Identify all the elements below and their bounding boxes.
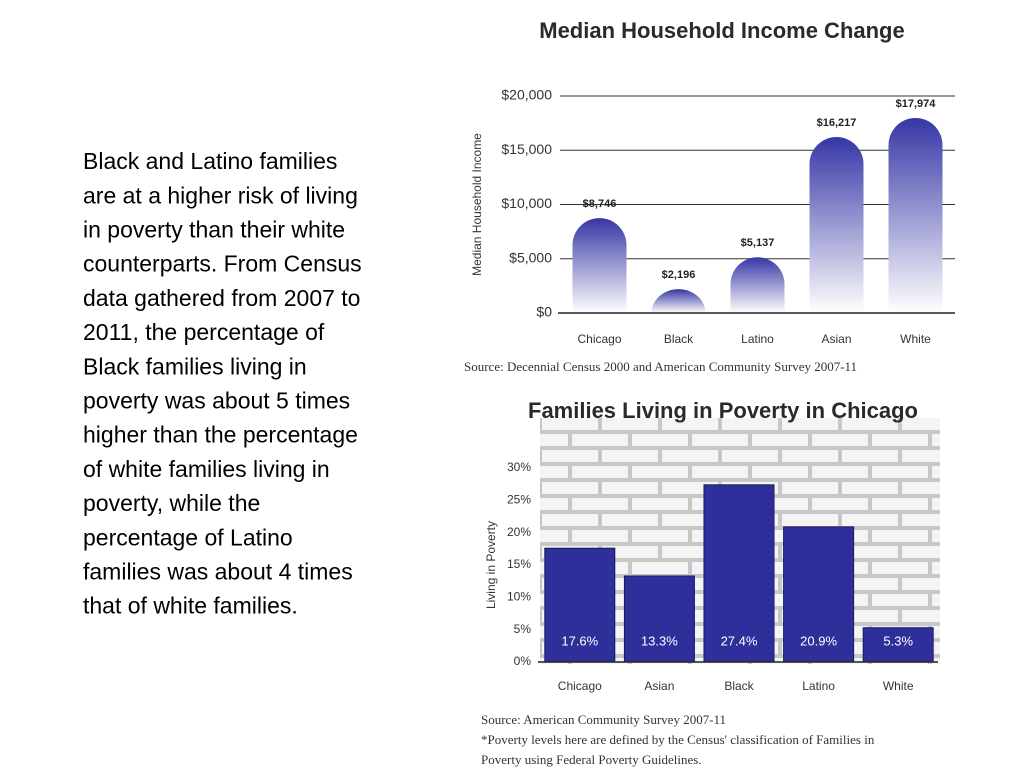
y-tick-label: $0 xyxy=(536,304,552,320)
paragraph-line: poverty was about 5 times xyxy=(83,387,350,413)
value-label: $17,974 xyxy=(896,98,937,110)
paragraph-line: in poverty than their white xyxy=(83,216,345,242)
y-tick-label: 20% xyxy=(507,525,531,539)
x-tick-label: White xyxy=(900,332,931,346)
value-label: 20.9% xyxy=(800,633,837,648)
paragraph-line: higher than the percentage xyxy=(83,422,358,448)
bar xyxy=(544,547,616,663)
y-axis-label: Living in Poverty xyxy=(484,521,498,609)
paragraph-line: families was about 4 times xyxy=(83,558,353,584)
x-tick-label: Black xyxy=(724,679,754,693)
x-tick-label: Black xyxy=(664,332,694,346)
y-tick-label: $10,000 xyxy=(501,195,552,211)
value-label: 5.3% xyxy=(883,633,913,648)
source-note: Poverty using Federal Poverty Guidelines… xyxy=(481,752,702,767)
x-tick-label: Latino xyxy=(741,332,774,346)
y-tick-label: 0% xyxy=(514,654,532,668)
value-label: 13.3% xyxy=(641,633,678,648)
chart-title: Median Household Income Change xyxy=(539,18,904,43)
y-tick-label: 30% xyxy=(507,460,531,474)
value-label: $5,137 xyxy=(741,237,775,249)
y-tick-label: 5% xyxy=(514,622,532,636)
y-tick-label: 10% xyxy=(507,590,531,604)
bar xyxy=(651,289,706,313)
x-tick-label: Chicago xyxy=(558,679,602,693)
source-note: Source: Decennial Census 2000 and Americ… xyxy=(464,359,857,374)
x-tick-label: Latino xyxy=(802,679,835,693)
y-tick-label: 15% xyxy=(507,557,531,571)
paragraph-line: data gathered from 2007 to xyxy=(83,285,360,311)
paragraph-line: of white families living in xyxy=(83,456,330,482)
bar xyxy=(572,218,627,313)
value-label: $16,217 xyxy=(817,117,857,129)
y-axis-label: Median Household Income xyxy=(470,133,484,276)
value-label: $8,746 xyxy=(583,198,617,210)
x-tick-label: Asian xyxy=(644,679,674,693)
y-tick-label: $20,000 xyxy=(501,87,552,103)
x-tick-label: Asian xyxy=(821,332,851,346)
value-label: $2,196 xyxy=(662,269,696,281)
paragraph-line: counterparts. From Census xyxy=(83,251,362,277)
paragraph-line: 2011, the percentage of xyxy=(83,319,325,345)
source-note: Source: American Community Survey 2007-1… xyxy=(481,712,726,727)
bar xyxy=(888,117,943,313)
paragraph-line: percentage of Latino xyxy=(83,524,293,550)
y-tick-label: $15,000 xyxy=(501,141,552,157)
paragraph-line: Black and Latino families xyxy=(83,148,337,174)
bar xyxy=(623,575,695,663)
x-tick-label: White xyxy=(883,679,914,693)
paragraph-line: Black families living in xyxy=(83,353,307,379)
paragraph-line: poverty, while the xyxy=(83,490,260,516)
y-tick-label: 25% xyxy=(507,493,531,507)
paragraph-line: that of white families. xyxy=(83,593,298,619)
bar xyxy=(730,257,785,313)
value-label: 27.4% xyxy=(721,633,758,648)
bar xyxy=(809,137,864,313)
source-note: *Poverty levels here are defined by the … xyxy=(481,732,875,747)
value-label: 17.6% xyxy=(561,633,598,648)
x-tick-label: Chicago xyxy=(577,332,621,346)
chart-title: Families Living in Poverty in Chicago xyxy=(528,398,918,423)
y-tick-label: $5,000 xyxy=(509,249,552,265)
paragraph-line: are at a higher risk of living xyxy=(83,182,358,208)
